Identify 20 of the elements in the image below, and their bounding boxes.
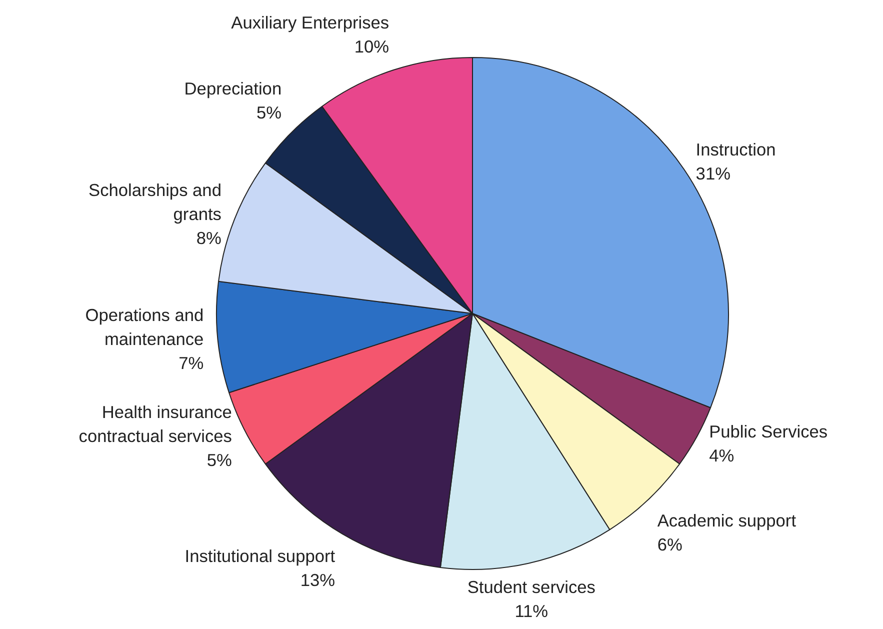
slice-label: Auxiliary Enterprises bbox=[231, 12, 390, 33]
data-label: 31% bbox=[696, 164, 730, 184]
data-label: 5% bbox=[256, 102, 282, 123]
slice-label: Health insurance contractual services bbox=[78, 402, 232, 446]
slice-label: Institutional support bbox=[184, 546, 336, 566]
slice-label: Academic support bbox=[657, 510, 796, 530]
slice-label: Student services bbox=[467, 576, 596, 597]
slice-label: Public Services bbox=[709, 422, 828, 442]
data-label: 8% bbox=[196, 228, 222, 248]
data-label: 10% bbox=[354, 36, 390, 57]
data-label: 5% bbox=[206, 450, 232, 470]
slice-label: Depreciation bbox=[184, 78, 282, 99]
slice-label: Operations and maintenance bbox=[85, 304, 204, 349]
data-label: 7% bbox=[178, 352, 204, 373]
data-label: 6% bbox=[657, 534, 682, 554]
slice-label: Instruction bbox=[696, 140, 776, 160]
data-label: 11% bbox=[514, 600, 548, 621]
data-label: 13% bbox=[300, 570, 336, 590]
slice-label: Scholarships and grants bbox=[88, 180, 222, 224]
data-label: 4% bbox=[709, 446, 734, 466]
